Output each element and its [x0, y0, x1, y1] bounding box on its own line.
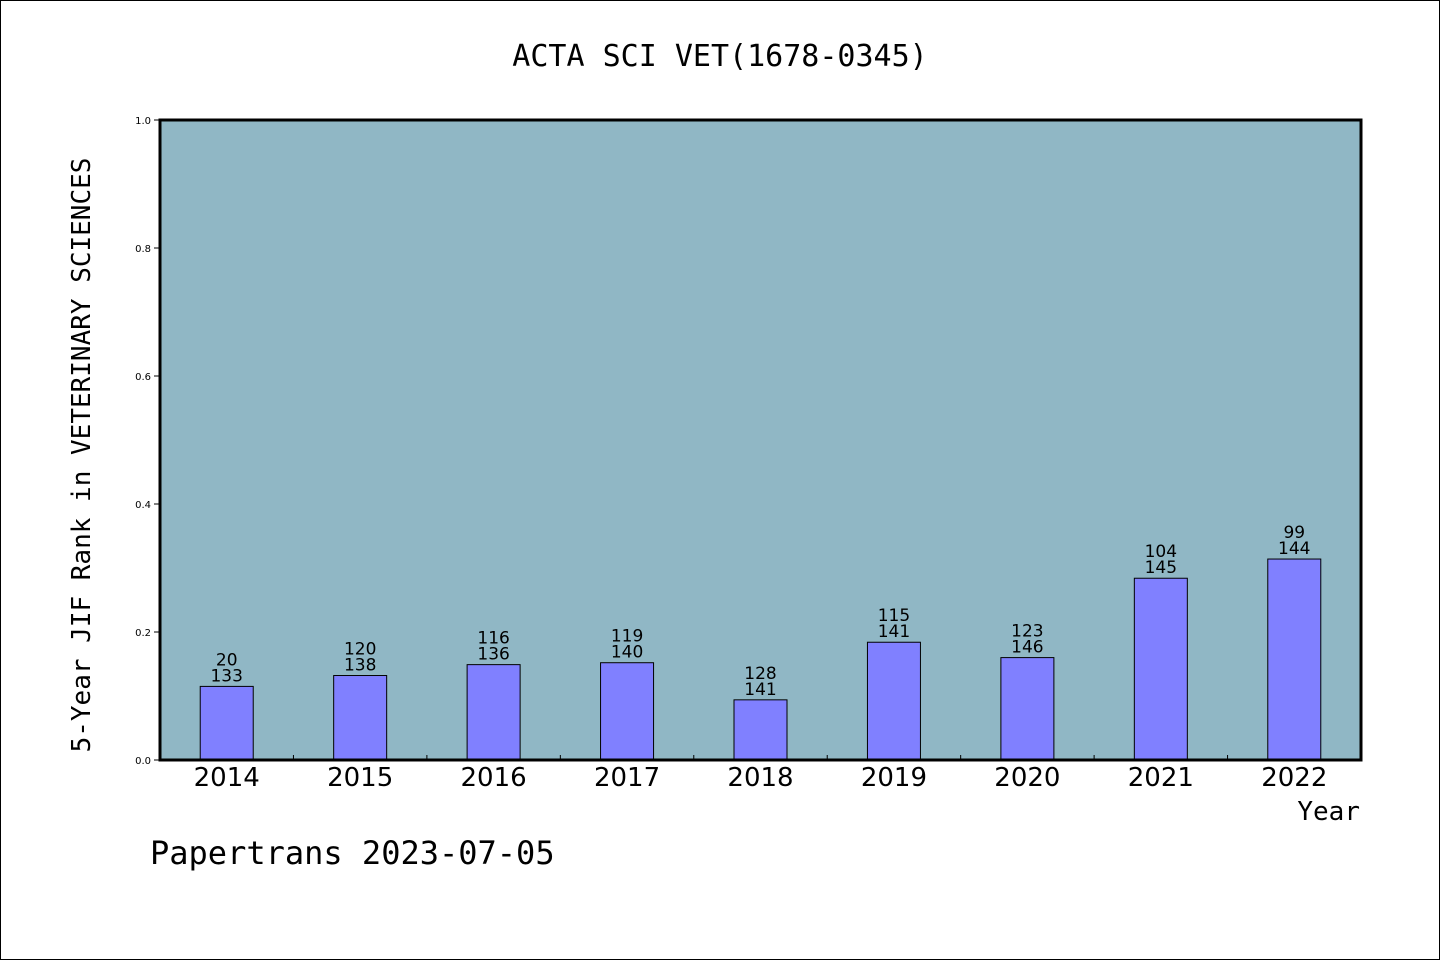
bar-2021: [1133, 577, 1188, 761]
bar-label-top-2020: 123: [1011, 622, 1043, 642]
bar-2015: [333, 675, 388, 761]
plot-border: [158, 118, 1363, 762]
bar-label-bottom-2022: 144: [1278, 539, 1310, 559]
bar-label-top-2021: 104: [1145, 542, 1177, 562]
bars-group: [199, 558, 1322, 761]
bar-2018: [733, 699, 788, 761]
bar-label-bottom-2020: 146: [1011, 638, 1043, 658]
y-tick-label: 0.6: [135, 372, 151, 383]
bar-label-bottom-2018: 141: [744, 680, 776, 700]
y-tick-label: 1.0: [135, 116, 151, 127]
x-tick-label-2015: 2015: [327, 763, 393, 793]
bar-label-top-2018: 128: [744, 664, 776, 684]
y-tick-label: 0.2: [135, 628, 151, 639]
x-tick-label-2018: 2018: [727, 763, 793, 793]
bar-label-bottom-2017: 140: [611, 643, 643, 663]
x-axis-ticks: 2014 2015 2016 2017 2018 2019 2020 2021 2022: [194, 755, 1327, 793]
bar-label-bottom-2015: 138: [344, 656, 376, 676]
x-tick-label-2016: 2016: [461, 763, 527, 793]
bar-2014: [199, 685, 254, 761]
x-tick-label-2014: 2014: [194, 763, 260, 793]
chart-title: ACTA SCI VET(1678-0345): [512, 39, 927, 74]
x-tick-label-2020: 2020: [994, 763, 1060, 793]
bar-label-top-2022: 99: [1283, 523, 1305, 543]
y-tick-label: 0.4: [135, 500, 151, 511]
bar-2016: [466, 664, 521, 761]
y-axis-label: 5-Year JIF Rank in VETERINARY SCIENCES: [67, 158, 97, 753]
bar-label-bottom-2014: 133: [210, 666, 242, 686]
bar-label-bottom-2021: 145: [1145, 558, 1177, 578]
footer-text: Papertrans 2023-07-05: [150, 834, 555, 872]
bar-2022: [1267, 558, 1322, 761]
bar-label-top-2014: 20: [216, 650, 238, 670]
bar-label-top-2017: 119: [611, 627, 643, 647]
x-tick-label-2022: 2022: [1261, 763, 1327, 793]
bar-label-top-2016: 116: [477, 629, 509, 649]
bar-label-top-2019: 115: [878, 606, 910, 626]
bar-2020: [1000, 657, 1055, 761]
y-tick-label: 0.8: [135, 244, 151, 255]
bar-label-top-2015: 120: [344, 640, 376, 660]
y-tick-label: 0.0: [135, 756, 151, 767]
bar-2019: [866, 641, 921, 761]
x-tick-label-2017: 2017: [594, 763, 660, 793]
x-tick-label-2021: 2021: [1128, 763, 1194, 793]
y-axis-ticks: 0.0 0.2 0.4 0.6 0.8 1.0: [135, 116, 160, 767]
bar-label-bottom-2016: 136: [477, 645, 509, 665]
x-tick-label-2019: 2019: [861, 763, 927, 793]
bar-label-bottom-2019: 141: [878, 622, 910, 642]
bar-2017: [600, 662, 655, 761]
x-axis-label: Year: [1297, 797, 1360, 827]
